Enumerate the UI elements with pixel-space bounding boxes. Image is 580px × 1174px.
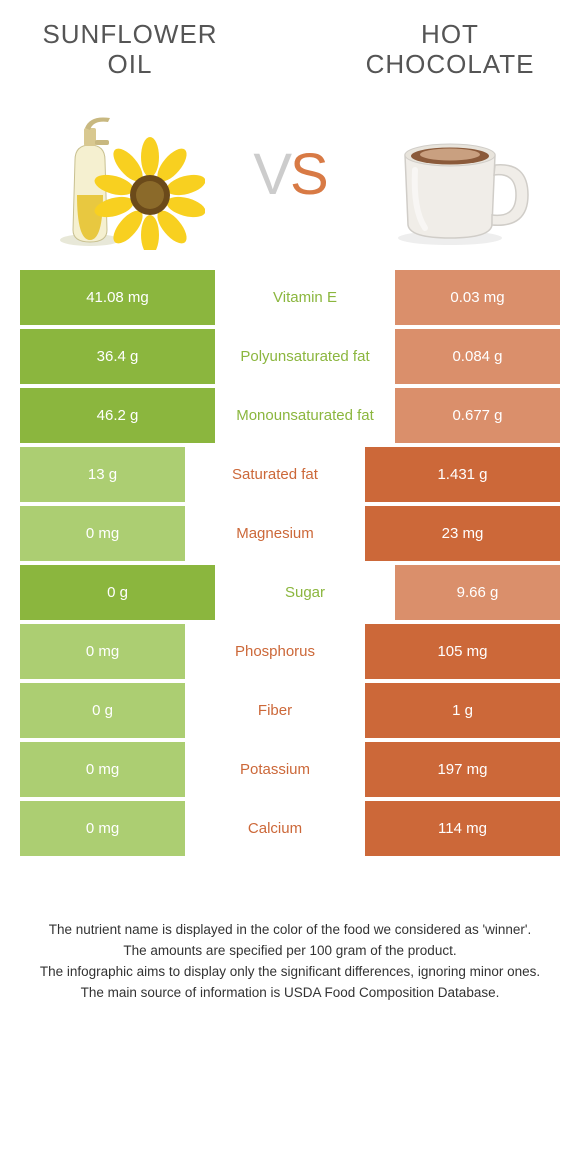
table-row: 36.4 gPolyunsaturated fat0.084 g — [20, 329, 560, 384]
left-value: 41.08 mg — [20, 270, 215, 325]
right-value: 1.431 g — [365, 447, 560, 502]
left-value: 0 mg — [20, 506, 185, 561]
nutrient-label: Saturated fat — [185, 447, 365, 502]
left-value: 36.4 g — [20, 329, 215, 384]
nutrient-label: Phosphorus — [185, 624, 365, 679]
table-row: 46.2 gMonounsaturated fat0.677 g — [20, 388, 560, 443]
nutrient-label: Potassium — [185, 742, 365, 797]
vs-label: VS — [230, 141, 350, 208]
nutrient-label: Sugar — [215, 565, 395, 620]
footer-notes: The nutrient name is displayed in the co… — [0, 860, 580, 1004]
footer-line: The main source of information is USDA F… — [20, 983, 560, 1004]
nutrient-label: Polyunsaturated fat — [215, 329, 395, 384]
hot-chocolate-icon — [360, 100, 560, 250]
right-title: Hot chocolate — [340, 20, 560, 80]
footer-line: The nutrient name is displayed in the co… — [20, 920, 560, 941]
right-value: 114 mg — [365, 801, 560, 856]
sunflower-oil-icon — [20, 100, 220, 250]
left-value: 0 mg — [20, 624, 185, 679]
table-row: 0 mgPotassium197 mg — [20, 742, 560, 797]
left-value: 0 g — [20, 565, 215, 620]
images-row: VS — [20, 100, 560, 250]
table-row: 13 gSaturated fat1.431 g — [20, 447, 560, 502]
left-value: 46.2 g — [20, 388, 215, 443]
table-row: 0 mgPhosphorus105 mg — [20, 624, 560, 679]
comparison-table: 41.08 mgVitamin E0.03 mg36.4 gPolyunsatu… — [20, 270, 560, 856]
nutrient-label: Magnesium — [185, 506, 365, 561]
table-row: 0 mgCalcium114 mg — [20, 801, 560, 856]
right-value: 105 mg — [365, 624, 560, 679]
left-value: 0 g — [20, 683, 185, 738]
nutrient-label: Calcium — [185, 801, 365, 856]
right-value: 0.084 g — [395, 329, 560, 384]
table-row: 0 gSugar9.66 g — [20, 565, 560, 620]
vs-v: V — [253, 142, 290, 207]
right-value: 0.03 mg — [395, 270, 560, 325]
right-value: 1 g — [365, 683, 560, 738]
header: Sunflower oil Hot chocolate — [20, 20, 560, 80]
left-value: 13 g — [20, 447, 185, 502]
footer-line: The infographic aims to display only the… — [20, 962, 560, 983]
right-value: 0.677 g — [395, 388, 560, 443]
table-row: 41.08 mgVitamin E0.03 mg — [20, 270, 560, 325]
right-value: 23 mg — [365, 506, 560, 561]
table-row: 0 mgMagnesium23 mg — [20, 506, 560, 561]
footer-line: The amounts are specified per 100 gram o… — [20, 941, 560, 962]
left-title: Sunflower oil — [20, 20, 240, 80]
left-value: 0 mg — [20, 801, 185, 856]
nutrient-label: Vitamin E — [215, 270, 395, 325]
nutrient-label: Monounsaturated fat — [215, 388, 395, 443]
right-value: 9.66 g — [395, 565, 560, 620]
left-value: 0 mg — [20, 742, 185, 797]
table-row: 0 gFiber1 g — [20, 683, 560, 738]
nutrient-label: Fiber — [185, 683, 365, 738]
right-value: 197 mg — [365, 742, 560, 797]
vs-s: S — [290, 142, 327, 207]
